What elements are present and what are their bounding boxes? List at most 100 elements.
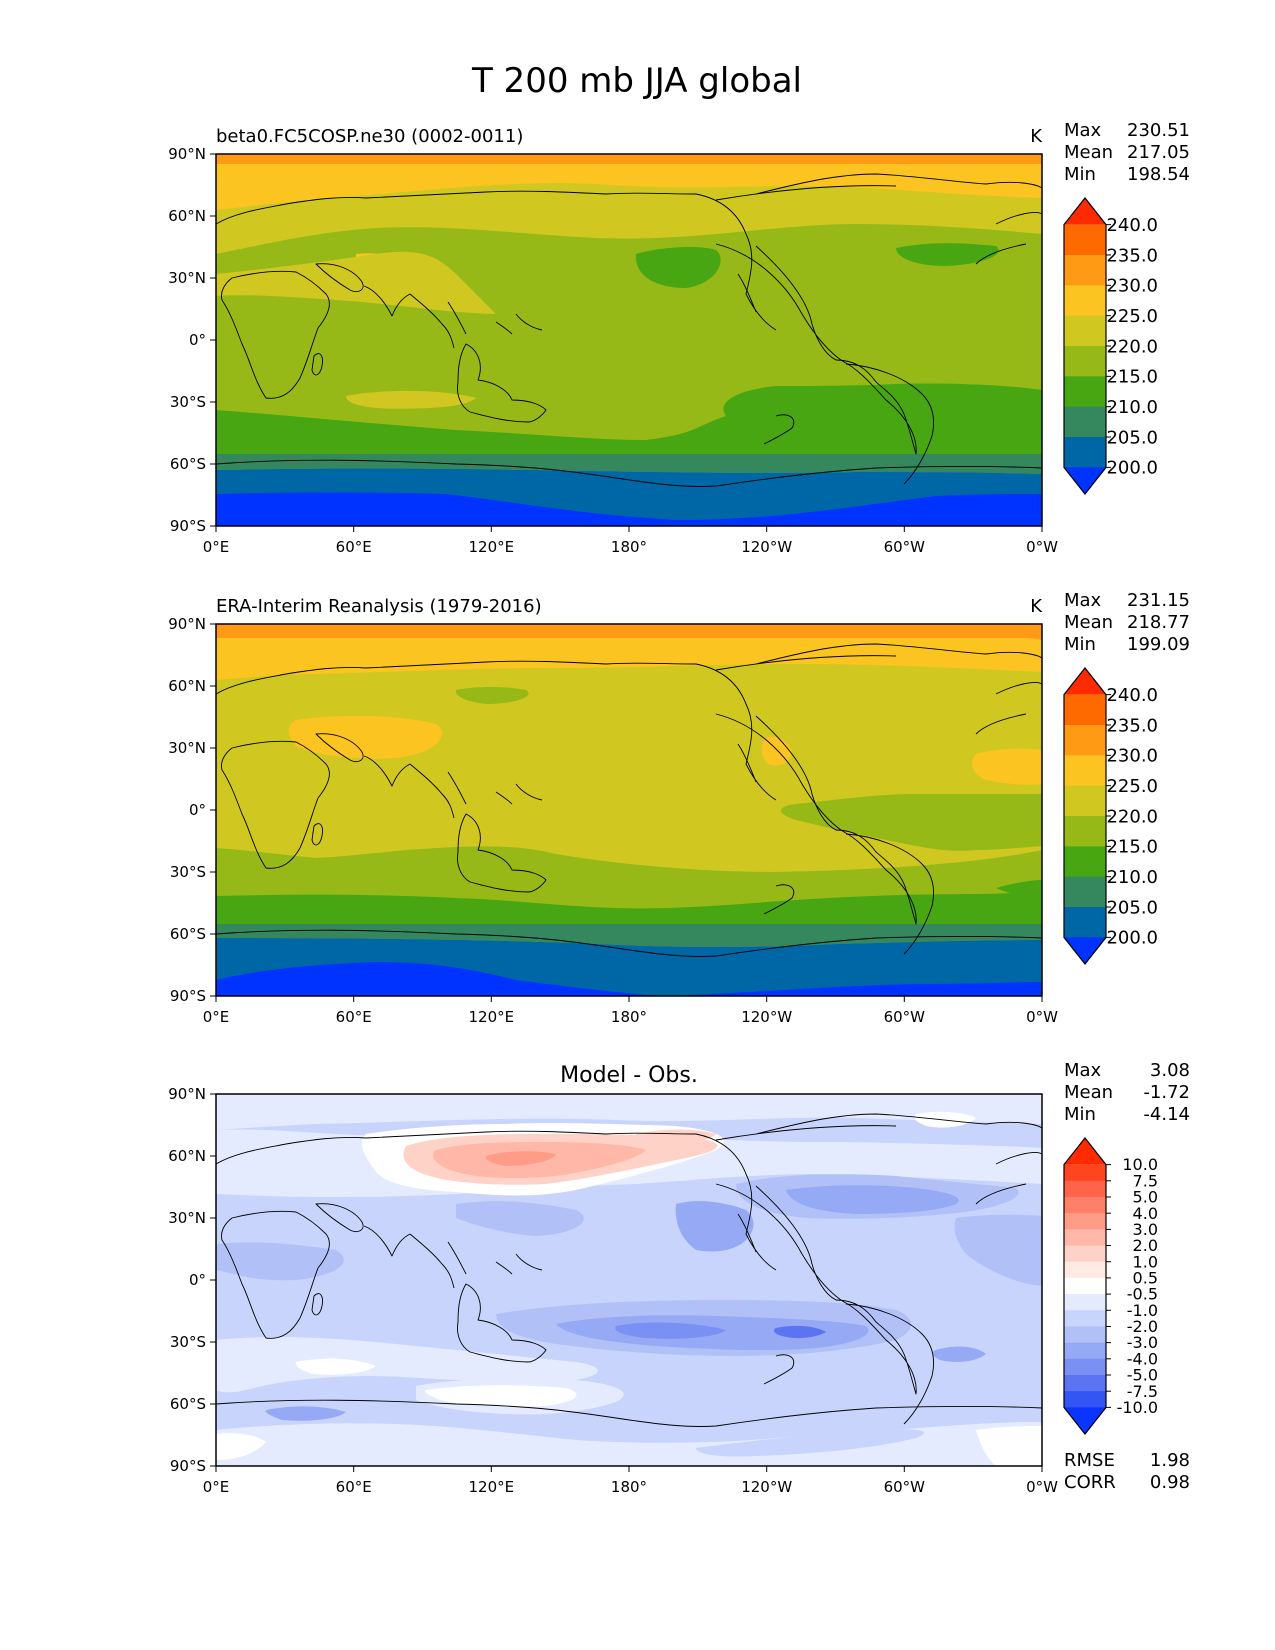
colorbar-bin [1064, 1277, 1106, 1295]
panel-reference: ERA-Interim Reanalysis (1979-2016) K [168, 590, 1190, 1026]
stat-mean-value: 218.77 [1127, 612, 1190, 633]
y-tick-label: 30°N [168, 269, 206, 287]
x-axis: 0°E 60°E 120°E 180° 120°W 60°W 0°W [203, 1466, 1058, 1496]
colorbar-bin [1064, 876, 1106, 908]
x-tick-label: 180° [611, 1478, 647, 1496]
y-tick-label: 60°S [170, 1395, 206, 1413]
colorbar-bin [1064, 254, 1106, 286]
colorbar-label: 235.0 [1106, 245, 1158, 266]
colorbar-bin [1064, 315, 1106, 347]
colorbar-label: -5.0 [1127, 1366, 1158, 1385]
panel-difference: Model - Obs. [168, 1060, 1190, 1496]
colorbar-label: 220.0 [1106, 806, 1158, 827]
y-tick-label: 0° [189, 801, 206, 819]
colorbar-bin [1064, 1374, 1106, 1392]
colorbar-label: 7.5 [1133, 1171, 1158, 1190]
stat-max-label: Max [1064, 1060, 1102, 1081]
x-axis: 0°E 60°E 120°E 180° 120°W 60°W 0°W [203, 526, 1058, 556]
y-tick-label: 90°S [170, 1457, 206, 1475]
coastlines [216, 643, 1042, 957]
colorbar-bin [1064, 1391, 1106, 1408]
panel-units: K [1030, 126, 1043, 147]
colorbar-label: 1.0 [1133, 1252, 1158, 1271]
x-tick-label: 60°E [336, 538, 372, 556]
colorbar-bin [1064, 724, 1106, 756]
panel-title-center: Model - Obs. [560, 1063, 698, 1088]
x-tick-label: 120°W [741, 538, 792, 556]
colorbar-bin [1064, 694, 1106, 726]
colorbar-extend-min [1064, 1407, 1106, 1434]
colorbar-label: 230.0 [1106, 746, 1158, 767]
colorbar-extend-min [1064, 937, 1106, 964]
panel-title-left: ERA-Interim Reanalysis (1979-2016) [216, 596, 542, 617]
coastlines [216, 173, 1042, 487]
x-tick-label: 120°E [468, 1008, 514, 1026]
stat-mean-label: Mean [1064, 142, 1113, 163]
x-tick-label: 0°W [1026, 538, 1058, 556]
colorbar-bin [1064, 1326, 1106, 1344]
stats-block: Max 230.51 Mean 217.05 Min 198.54 [1064, 120, 1190, 185]
stat-mean-label: Mean [1064, 612, 1113, 633]
colorbar-extend-max [1064, 1138, 1106, 1165]
colorbar-label: 4.0 [1133, 1204, 1158, 1223]
colorbar-bin [1064, 816, 1106, 847]
colorbar-label: 235.0 [1106, 715, 1158, 736]
y-tick-label: 60°S [170, 925, 206, 943]
colorbar-label: 215.0 [1106, 367, 1158, 388]
colorbar-label: 5.0 [1133, 1188, 1158, 1207]
colorbar-extend-min [1064, 467, 1106, 494]
colorbar-label: -0.5 [1127, 1285, 1158, 1304]
x-tick-label: 0°E [203, 538, 230, 556]
y-tick-label: 60°N [168, 677, 206, 695]
stat-min-value: 198.54 [1127, 164, 1190, 185]
colorbar-bin [1064, 1358, 1106, 1376]
y-tick-label: 30°N [168, 1209, 206, 1227]
metrics-block: RMSE 1.98 CORR 0.98 [1064, 1450, 1190, 1493]
colorbar-label: 225.0 [1106, 776, 1158, 797]
colorbar-bin [1064, 1261, 1106, 1279]
colorbar-bin [1064, 1245, 1106, 1263]
x-tick-label: 60°E [336, 1008, 372, 1026]
y-tick-label: 0° [189, 331, 206, 349]
colorbar-label: 205.0 [1106, 427, 1158, 448]
stat-min-label: Min [1064, 1104, 1096, 1125]
metric-rmse-value: 1.98 [1150, 1450, 1190, 1471]
x-tick-label: 0°W [1026, 1008, 1058, 1026]
stat-mean-value: -1.72 [1143, 1082, 1190, 1103]
x-tick-label: 120°W [741, 1478, 792, 1496]
stats-block: Max 3.08 Mean -1.72 Min -4.14 [1064, 1060, 1190, 1125]
colorbar-label: 200.0 [1106, 928, 1158, 949]
colorbar-bin [1064, 755, 1106, 787]
panel-model: beta0.FC5COSP.ne30 (0002-0011) K [168, 120, 1190, 556]
stat-max-value: 3.08 [1150, 1060, 1190, 1081]
colorbar-label: 10.0 [1122, 1155, 1158, 1174]
colorbar-bin [1064, 285, 1106, 317]
figure-title: T 200 mb JJA global [471, 61, 802, 101]
colorbar-label: 205.0 [1106, 897, 1158, 918]
x-tick-label: 0°E [203, 1008, 230, 1026]
colorbar-label: 240.0 [1106, 685, 1158, 706]
metric-rmse-label: RMSE [1064, 1450, 1115, 1471]
y-axis: 90°N 60°N 30°N 0° 30°S 60°S 90°S [168, 145, 216, 535]
stat-max-value: 230.51 [1127, 120, 1190, 141]
colorbar: 240.0 235.0 230.0 225.0 220.0 215.0 210.0 205.0… [1063, 197, 1158, 495]
x-tick-label: 180° [611, 538, 647, 556]
stats-block: Max 231.15 Mean 218.77 Min 199.09 [1064, 590, 1190, 655]
x-tick-label: 180° [611, 1008, 647, 1026]
x-tick-label: 60°W [884, 1478, 926, 1496]
map-field [216, 154, 1042, 526]
colorbar-label: -1.0 [1127, 1301, 1158, 1320]
colorbar-label: 2.0 [1133, 1236, 1158, 1255]
colorbar-label: 210.0 [1106, 397, 1158, 418]
colorbar-label: -2.0 [1127, 1317, 1158, 1336]
colorbar-label: -3.0 [1127, 1333, 1158, 1352]
colorbar-bin [1064, 406, 1106, 438]
stat-mean-value: 217.05 [1127, 142, 1190, 163]
y-tick-label: 60°N [168, 207, 206, 225]
colorbar-extend-max [1064, 198, 1106, 225]
y-axis: 90°N 60°N 30°N 0° 30°S 60°S 90°S [168, 1085, 216, 1475]
y-tick-label: 60°S [170, 455, 206, 473]
map-field [216, 1094, 1042, 1466]
y-tick-label: 90°S [170, 517, 206, 535]
colorbar-label: 215.0 [1106, 837, 1158, 858]
